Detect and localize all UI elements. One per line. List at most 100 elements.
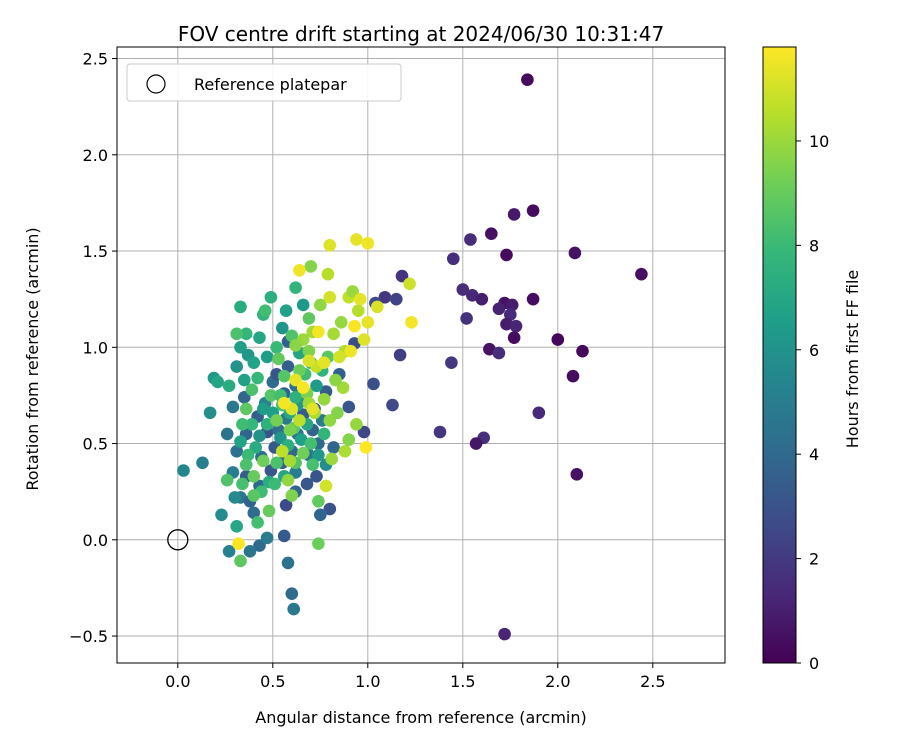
chart-title: FOV centre drift starting at 2024/06/30 … [178,22,664,46]
data-point [507,331,521,344]
data-point [353,292,367,306]
data-point [270,414,283,427]
y-tick-label: 0.0 [83,531,108,550]
y-tick-label: 0.5 [83,435,108,454]
data-point [293,364,306,377]
data-point [215,508,228,522]
data-point [566,369,580,383]
data-point [568,246,582,260]
data-point [260,531,274,545]
y-tick-label: 2.0 [83,146,108,165]
data-point [234,435,247,448]
data-point [386,398,399,412]
data-point [483,342,496,356]
data-point [296,298,310,312]
colorbar-gradient [762,46,797,664]
data-point [274,431,287,445]
data-point [338,444,352,458]
data-point [243,545,257,558]
data-point [336,381,350,395]
y-axis-label: Rotation from reference (arcmin) [23,227,42,490]
data-point [500,248,513,262]
data-point [576,344,589,358]
data-point [310,469,323,483]
grid [117,47,725,663]
data-point [378,290,392,304]
y-tick-label: 1.0 [83,338,108,357]
data-point [277,529,291,543]
data-point [270,341,283,354]
data-point [281,360,295,373]
data-point [245,418,259,431]
y-axis-ticks: −0.5 0.0 0.5 1.0 1.5 2.0 2.5 [69,50,117,646]
data-point [475,292,489,306]
colorbar-tick-label: 2 [809,550,819,569]
colorbar-tick-label: 10 [809,132,829,151]
data-point [251,371,264,385]
data-point [196,456,209,470]
data-point [348,319,361,333]
data-point [526,204,540,217]
data-point [241,448,255,462]
data-point [314,508,327,522]
data-point [260,418,274,431]
data-point [300,477,314,491]
data-point [260,350,274,364]
x-tick-label: 1.5 [450,672,475,691]
data-point [177,464,190,477]
data-point [239,458,253,472]
data-point [464,233,477,246]
data-point [257,454,270,468]
data-point [403,277,416,291]
data-point [302,344,316,358]
data-point [456,283,470,296]
data-point [331,406,344,420]
scatter-points [177,73,648,641]
data-point [306,458,320,472]
data-point [469,437,483,450]
data-point [505,298,519,312]
data-point [329,373,342,387]
data-point [325,452,339,466]
data-point [635,267,648,281]
data-point [276,444,289,458]
data-point [264,389,278,402]
data-point [327,441,340,454]
data-point [466,289,479,302]
data-point [277,369,291,383]
data-point [323,238,337,252]
data-point [460,312,473,325]
data-point [236,418,249,431]
data-point [532,406,546,420]
data-point [319,479,333,493]
data-point [249,441,262,454]
data-point [293,414,306,427]
data-point [321,267,335,281]
data-point [285,329,299,343]
data-point [304,437,318,450]
data-point [285,489,299,502]
data-point [230,520,243,533]
data-point [492,302,506,316]
data-point [239,327,253,341]
data-point [333,350,346,364]
data-point [312,325,325,339]
data-point [350,233,363,246]
data-point [342,400,356,414]
data-point [203,406,217,420]
data-point [296,446,310,460]
data-point [230,360,243,373]
data-point [279,304,293,318]
x-tick-label: 0.5 [260,672,285,691]
data-point [314,298,327,312]
data-point [262,504,276,518]
data-point [304,260,318,273]
data-point [334,315,348,329]
data-point [323,414,337,427]
data-point [257,402,270,416]
data-point [220,473,234,487]
data-point [247,469,261,483]
data-point [287,602,301,616]
reference-marker-layer [167,529,189,551]
